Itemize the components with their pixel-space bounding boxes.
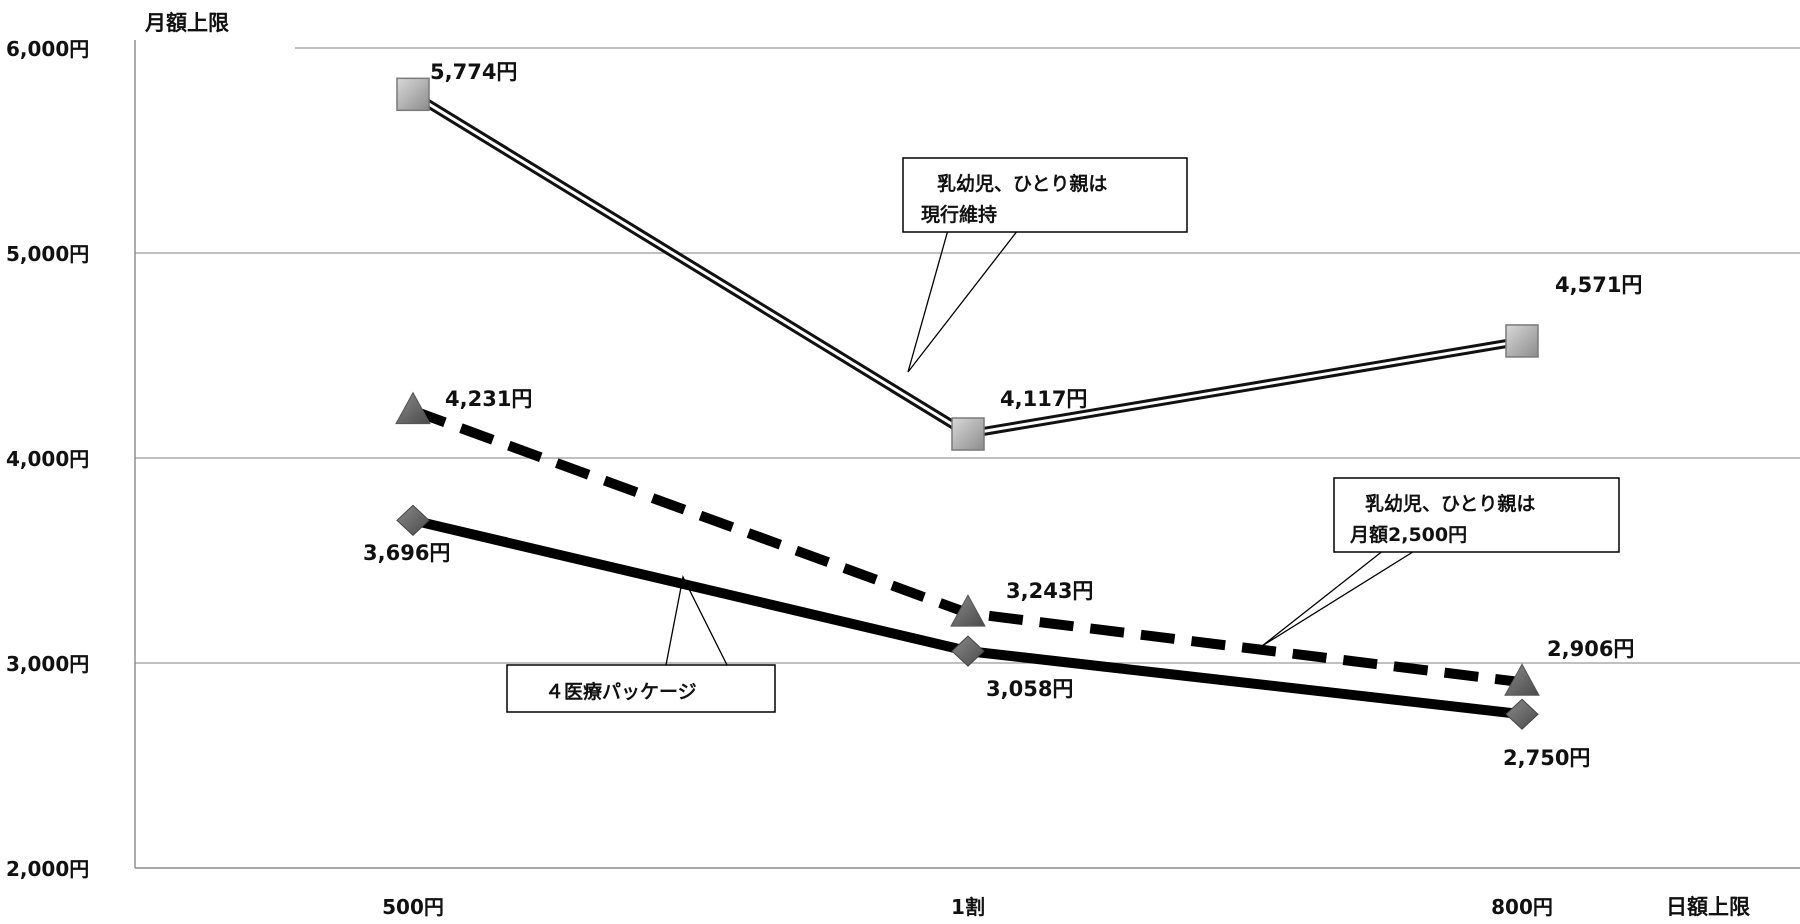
data-point-triangle	[395, 391, 431, 425]
series-triangle	[395, 391, 1540, 696]
data-label: 2,750円	[1503, 746, 1590, 770]
data-label: 4,231円	[445, 387, 532, 411]
data-label: 3,058円	[986, 677, 1073, 701]
y-axis-title: 月額上限	[144, 11, 229, 35]
callout-text-line: 乳幼児、ひとり親は	[1365, 492, 1535, 515]
data-label: 4,117円	[1000, 387, 1087, 411]
series-diamond	[396, 504, 1539, 730]
data-label: 5,774円	[430, 60, 517, 84]
data-point-triangle	[1504, 663, 1540, 696]
series-line	[410, 90, 1523, 439]
data-point-diamond	[1505, 698, 1539, 730]
callout-text-line: 乳幼児、ひとり親は	[937, 172, 1107, 195]
callout-text-line: 月額2,500円	[1349, 523, 1467, 546]
data-point-square	[396, 77, 430, 112]
data-point-diamond	[951, 635, 985, 667]
x-axis-title: 日額上限	[1666, 895, 1750, 919]
series-line-inner	[412, 93, 1523, 436]
callout-pointer	[665, 574, 728, 666]
grid-layer	[135, 47, 1800, 664]
callout-text-line: ４医療パッケージ	[545, 680, 697, 703]
callout-pointer	[907, 229, 1019, 373]
y-tick-label: 5,000円	[6, 242, 89, 266]
y-tick-label: 4,000円	[6, 447, 89, 471]
x-tick-label: 800円	[1491, 895, 1553, 919]
series-square	[396, 77, 1539, 451]
data-point-triangle	[950, 594, 986, 627]
y-tick-label: 6,000円	[6, 37, 89, 61]
data-point-square	[951, 417, 985, 451]
data-label: 4,571円	[1555, 273, 1642, 297]
x-tick-label: 1割	[951, 895, 985, 919]
x-tick-label: 500円	[382, 895, 444, 919]
y-tick-label: 3,000円	[6, 652, 89, 676]
callout-pointer	[1261, 549, 1417, 647]
callout-box	[506, 664, 776, 713]
label-layer: 5,774円 4,117円 4,571円 4,231円 3,243円 2,906円 3,69…	[363, 60, 1642, 770]
callout-box	[902, 157, 1188, 233]
data-label: 3,696円	[363, 541, 450, 565]
data-point-diamond	[396, 504, 430, 537]
data-label: 2,906円	[1547, 637, 1634, 661]
callout-text-line: 現行維持	[921, 203, 997, 226]
callout-box	[1333, 477, 1620, 553]
callout-3: ４医療パッケージ	[506, 574, 776, 713]
y-tick-label: 2,000円	[6, 857, 89, 881]
data-point-square	[1505, 324, 1539, 358]
data-label: 3,243円	[1006, 579, 1093, 603]
series-layer	[395, 77, 1540, 730]
